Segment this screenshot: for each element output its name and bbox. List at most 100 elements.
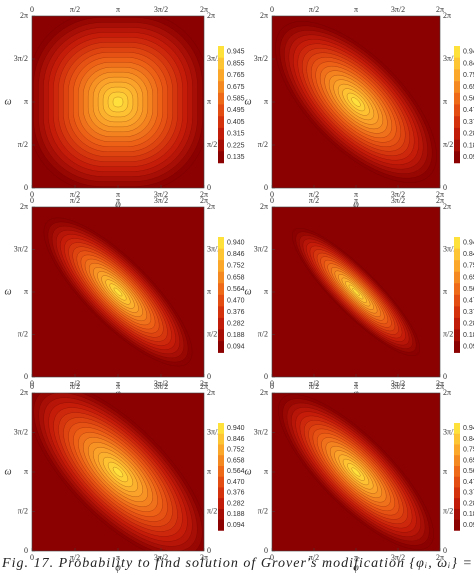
y-tick-label: 0 <box>443 372 447 381</box>
colorbar-cell <box>454 423 460 435</box>
colorbar-cell <box>218 283 224 296</box>
colorbar-cell <box>454 116 460 129</box>
colorbar-label: 0.188 <box>227 511 245 518</box>
colorbar-label: 0.376 <box>227 490 245 497</box>
y-tick-label: π <box>264 97 268 106</box>
x-tick-label: 3π/2 <box>391 5 405 14</box>
y-tick-label: π/2 <box>18 329 28 338</box>
colorbar-cell <box>218 476 224 488</box>
colorbar-cell <box>454 341 460 353</box>
y-axis-label: ω <box>244 286 251 297</box>
colorbar-cell <box>218 294 224 307</box>
y-axis-label: ω <box>4 96 11 107</box>
colorbar-label: 0.564 <box>463 468 474 475</box>
x-tick-label: 3π/2 <box>391 190 405 199</box>
x-axis-label: φ <box>115 199 121 210</box>
x-tick-label: 0 <box>30 382 34 391</box>
colorbar-cell <box>218 341 224 353</box>
x-axis-label: φ <box>353 199 359 210</box>
y-tick-label: π <box>207 287 211 296</box>
colorbar-label: 0.470 <box>227 297 245 304</box>
y-tick-label: π <box>443 97 447 106</box>
x-tick-label: π/2 <box>309 382 319 391</box>
y-tick-label: π <box>207 467 211 476</box>
x-tick-label: π/2 <box>70 379 80 388</box>
colorbar-cell <box>218 57 224 70</box>
colorbar-cell <box>218 248 224 261</box>
colorbar-label: 0.376 <box>463 490 474 497</box>
x-tick-label: 3π/2 <box>391 553 405 562</box>
colorbar-label: 0.225 <box>227 142 245 149</box>
y-tick-label: π <box>264 287 268 296</box>
x-tick-label: π <box>116 5 120 14</box>
colorbar-label: 0.094 <box>463 344 474 351</box>
x-tick-label: 3π/2 <box>154 190 168 199</box>
y-tick-label: 3π/2 <box>443 244 457 253</box>
x-tick-label: 0 <box>30 553 34 562</box>
x-tick-label: π <box>116 553 120 562</box>
x-tick-label: π <box>354 190 358 199</box>
y-tick-label: 3π/2 <box>443 427 457 436</box>
x-tick-label: 3π/2 <box>391 196 405 205</box>
colorbar-label: 0.940 <box>463 49 474 56</box>
colorbar-label: 0.188 <box>463 511 474 518</box>
y-axis-label: ω <box>244 466 251 477</box>
colorbar-cell <box>454 306 460 319</box>
y-axis-label: ω <box>244 96 251 107</box>
colorbar-label: 0.282 <box>227 321 245 328</box>
colorbar-cell <box>454 329 460 342</box>
colorbar-label: 0.282 <box>227 500 245 507</box>
y-tick-label: 2π <box>207 202 215 211</box>
x-tick-label: 3π/2 <box>154 379 168 388</box>
colorbar-label: 0.846 <box>463 251 474 258</box>
colorbar-cell <box>218 508 224 520</box>
colorbar-cell <box>454 139 460 152</box>
y-tick-label: π/2 <box>443 506 453 515</box>
y-tick-label: 0 <box>24 183 28 192</box>
x-tick-label: 3π/2 <box>154 553 168 562</box>
x-tick-label: π <box>354 379 358 388</box>
x-tick-label: 0 <box>30 190 34 199</box>
colorbar-cell <box>218 306 224 319</box>
colorbar-cell <box>454 260 460 272</box>
y-tick-label: 3π/2 <box>207 54 221 63</box>
colorbar-label: 0.855 <box>227 60 245 67</box>
colorbar-label: 0.094 <box>463 154 474 161</box>
colorbar-cell <box>218 455 224 467</box>
x-tick-label: π <box>116 196 120 205</box>
y-tick-label: 2π <box>260 388 268 397</box>
colorbar-label: 0.315 <box>227 131 245 138</box>
colorbar-cell <box>454 508 460 520</box>
x-tick-label: 2π <box>200 196 208 205</box>
y-tick-label: 2π <box>260 11 268 20</box>
colorbar-label: 0.658 <box>463 84 474 91</box>
y-tick-label: π <box>24 287 28 296</box>
colorbar-cell <box>454 81 460 94</box>
x-tick-label: 3π/2 <box>154 196 168 205</box>
colorbar-cell <box>454 127 460 140</box>
y-tick-label: 0 <box>24 372 28 381</box>
colorbar-label: 0.470 <box>463 479 474 486</box>
x-tick-label: 0 <box>270 553 274 562</box>
y-tick-label: 2π <box>443 202 451 211</box>
y-tick-label: 3π/2 <box>207 427 221 436</box>
y-tick-label: π <box>207 97 211 106</box>
y-tick-label: 0 <box>443 183 447 192</box>
y-tick-label: 3π/2 <box>14 54 28 63</box>
x-tick-label: π <box>116 190 120 199</box>
colorbar-cell <box>218 237 224 249</box>
colorbar-label: 0.282 <box>463 131 474 138</box>
y-tick-label: 0 <box>264 372 268 381</box>
x-tick-label: 2π <box>436 382 444 391</box>
y-tick-label: π <box>24 467 28 476</box>
x-tick-label: 2π <box>200 190 208 199</box>
x-tick-label: π/2 <box>70 196 80 205</box>
colorbar-label: 0.752 <box>463 447 474 454</box>
y-tick-label: 2π <box>260 202 268 211</box>
x-tick-label: 2π <box>200 382 208 391</box>
contour <box>351 467 361 477</box>
y-tick-label: π/2 <box>443 329 453 338</box>
y-tick-label: π/2 <box>258 506 268 515</box>
y-axis-label: ω <box>4 466 11 477</box>
